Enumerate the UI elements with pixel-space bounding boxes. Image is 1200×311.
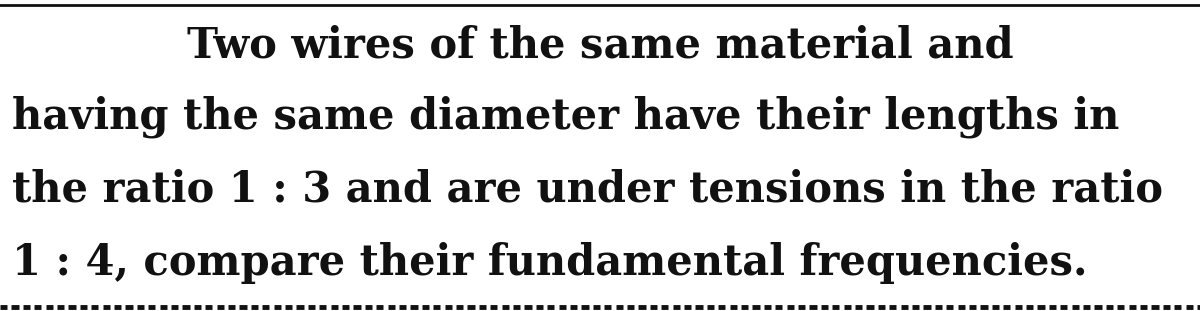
Text: the ratio 1 : 3 and are under tensions in the ratio: the ratio 1 : 3 and are under tensions i… xyxy=(12,169,1163,211)
Text: 1 : 4, compare their fundamental frequencies.: 1 : 4, compare their fundamental frequen… xyxy=(12,242,1087,284)
Text: Two wires of the same material and: Two wires of the same material and xyxy=(187,24,1013,66)
Text: having the same diameter have their lengths in: having the same diameter have their leng… xyxy=(12,95,1120,138)
